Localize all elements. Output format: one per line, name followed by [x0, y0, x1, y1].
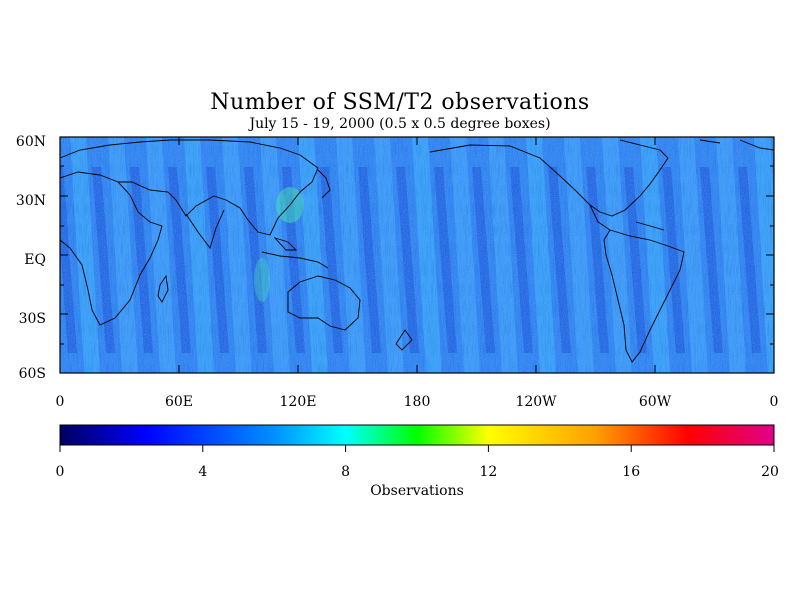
swath-band-light	[792, 137, 800, 373]
colorbar-tick-16: 16	[622, 464, 640, 480]
map-streaks	[60, 137, 774, 373]
colorbar: 0 4 8 12 16 20 Observations	[56, 424, 779, 499]
lon-label-120w: 120W	[515, 394, 557, 410]
colorbar-gradient	[59, 424, 775, 446]
lat-label-60n: 60N	[16, 134, 46, 150]
colorbar-tick-8: 8	[341, 464, 350, 480]
lat-ticks	[60, 136, 774, 374]
map-subtitle: July 15 - 19, 2000 (0.5 x 0.5 degree box…	[249, 116, 551, 132]
colorbar-label: Observations	[370, 483, 464, 499]
lon-label-60e: 60E	[165, 394, 193, 410]
colorbar-tick-12: 12	[479, 464, 497, 480]
lon-label-120e: 120E	[280, 394, 317, 410]
map-title: Number of SSM/T2 observations	[210, 90, 590, 115]
lon-label-180: 180	[404, 394, 431, 410]
colorbar-tick-0: 0	[56, 464, 65, 480]
lon-label-0-east: 0	[770, 394, 779, 410]
lat-label-eq: EQ	[24, 252, 46, 268]
colorbar-tick-4: 4	[198, 464, 207, 480]
observation-map	[0, 137, 800, 373]
colorbar-ticks	[59, 445, 775, 452]
lat-label-30n: 30N	[16, 193, 46, 209]
lat-label-30s: 30S	[19, 311, 46, 327]
colorbar-tick-20: 20	[761, 464, 779, 480]
lon-label-60w: 60W	[639, 394, 672, 410]
swath-band-light	[0, 137, 24, 373]
lat-label-60s: 60S	[19, 366, 46, 382]
coastlines	[60, 139, 774, 363]
lon-label-0: 0	[56, 394, 65, 410]
lon-ticks	[59, 137, 775, 373]
swath-band-dark	[776, 167, 799, 353]
